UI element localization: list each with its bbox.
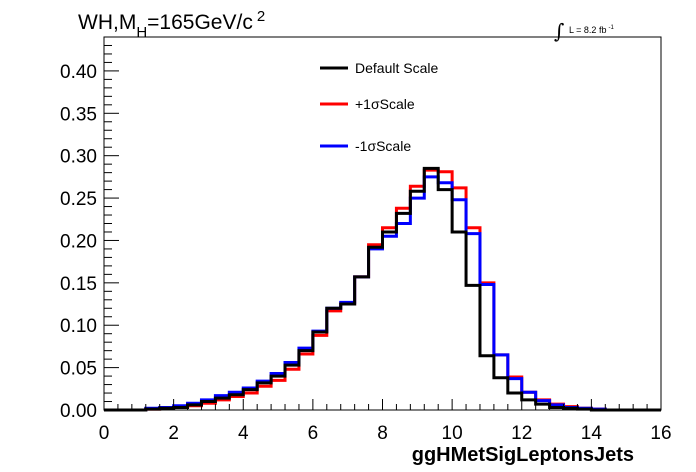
x-tick-label: 16 xyxy=(650,423,671,444)
title-superscript: 2 xyxy=(257,8,265,25)
x-tick-label: 10 xyxy=(442,423,463,444)
legend-label: +1σScale xyxy=(355,96,415,112)
title-main: WH,M xyxy=(78,11,136,34)
title-rest: =165GeV/c xyxy=(147,11,253,34)
y-tick-label: 0.05 xyxy=(60,359,97,380)
luminosity-label: ∫ L = 8.2 fb -1 xyxy=(554,19,614,43)
legend: Default Scale +1σScale -1σScale xyxy=(320,60,438,154)
lumi-superscript: -1 xyxy=(608,25,614,31)
y-tick-label: 0.00 xyxy=(60,401,97,422)
title-subscript: H xyxy=(136,24,147,41)
y-tick-label: 0.40 xyxy=(60,62,97,83)
x-axis: 0 2 4 6 8 10 12 14 16 xyxy=(99,399,672,444)
lumi-text: L = 8.2 fb xyxy=(569,25,606,35)
legend-label: Default Scale xyxy=(355,60,438,76)
y-tick-label: 0.10 xyxy=(60,316,97,337)
y-tick-label: 0.30 xyxy=(60,147,97,168)
y-tick-label: 0.20 xyxy=(60,231,97,252)
y-tick-label: 0.25 xyxy=(60,189,97,210)
y-tick-label: 0.15 xyxy=(60,274,97,295)
series-layer xyxy=(104,166,661,412)
x-tick-label: 8 xyxy=(377,423,388,444)
plot-title: WH,MH=165GeV/c 2 xyxy=(78,8,265,41)
x-tick-label: 12 xyxy=(511,423,532,444)
legend-entry: -1σScale xyxy=(320,138,411,154)
x-tick-label: 4 xyxy=(238,423,249,444)
series-line-default-scale xyxy=(104,166,661,412)
y-axis: 0.00 0.05 0.10 0.15 0.20 0.25 0.30 0.35 0.40 xyxy=(60,36,119,422)
y-tick-label: 0.35 xyxy=(60,104,97,125)
x-tick-label: 14 xyxy=(581,423,603,444)
lumi-integral: ∫ xyxy=(554,19,564,43)
x-axis-title: ggHMetSigLeptonsJets xyxy=(412,444,634,466)
legend-label: -1σScale xyxy=(355,138,411,154)
x-tick-label: 6 xyxy=(308,423,319,444)
x-tick-label: 2 xyxy=(168,423,179,444)
legend-entry: +1σScale xyxy=(320,96,415,112)
x-tick-label: 0 xyxy=(99,423,110,444)
legend-entry: Default Scale xyxy=(320,60,438,76)
lumi-value: L = 8.2 fb -1 xyxy=(569,25,614,35)
